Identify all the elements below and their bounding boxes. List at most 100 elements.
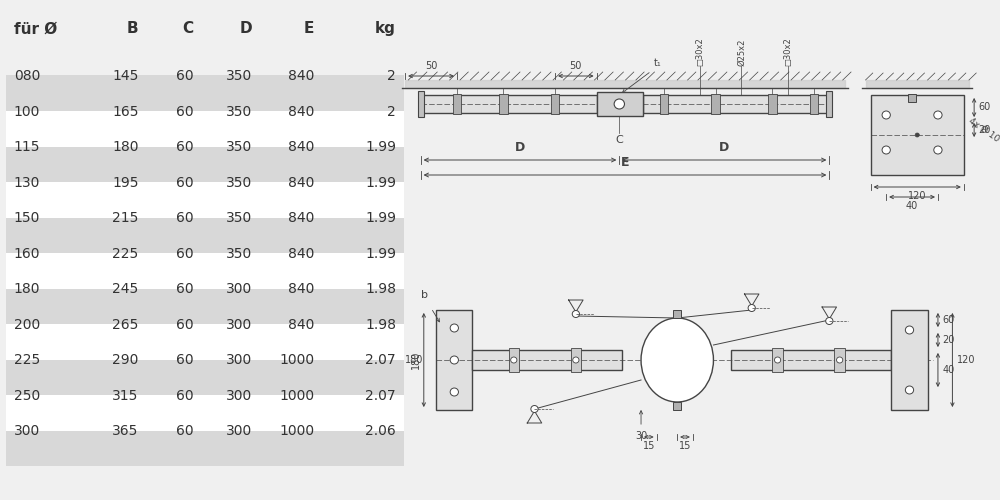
Text: 840: 840 — [288, 247, 314, 261]
Text: 40: 40 — [906, 201, 918, 211]
Text: 840: 840 — [288, 212, 314, 226]
Text: 165: 165 — [112, 105, 139, 119]
Text: 120: 120 — [908, 191, 926, 201]
Text: 350: 350 — [226, 176, 252, 190]
Circle shape — [915, 133, 919, 137]
Bar — [834, 348, 845, 372]
Bar — [418, 91, 424, 117]
Text: 300: 300 — [226, 354, 252, 368]
Text: 15: 15 — [643, 441, 655, 451]
Text: D: D — [239, 22, 252, 36]
Text: 215: 215 — [112, 212, 139, 226]
Text: 1.99: 1.99 — [365, 212, 396, 226]
Text: 60: 60 — [176, 247, 193, 261]
Text: 145: 145 — [112, 70, 139, 84]
Text: 60: 60 — [176, 318, 193, 332]
Circle shape — [934, 146, 942, 154]
Bar — [472, 350, 622, 370]
Text: 60: 60 — [176, 282, 193, 296]
Text: D: D — [515, 141, 525, 154]
Text: 840: 840 — [288, 105, 314, 119]
Text: 1.98: 1.98 — [365, 282, 396, 296]
Text: 60: 60 — [978, 102, 991, 113]
Text: 840: 840 — [288, 318, 314, 332]
Circle shape — [774, 357, 781, 363]
Circle shape — [572, 310, 579, 318]
Bar — [6, 218, 404, 253]
Bar — [871, 95, 964, 175]
Text: 840: 840 — [288, 140, 314, 154]
Bar — [660, 94, 668, 114]
Text: 60: 60 — [176, 105, 193, 119]
Bar — [826, 91, 832, 117]
Text: 840: 840 — [288, 70, 314, 84]
Text: 60: 60 — [176, 354, 193, 368]
Text: 2: 2 — [387, 105, 396, 119]
Text: 1.98: 1.98 — [365, 318, 396, 332]
Circle shape — [826, 318, 833, 324]
Text: Ø25x2: Ø25x2 — [737, 38, 746, 66]
Text: 350: 350 — [226, 247, 252, 261]
Text: 160: 160 — [14, 247, 40, 261]
Bar — [6, 430, 404, 466]
Text: ØB: ØB — [668, 354, 686, 366]
Text: 1000: 1000 — [279, 424, 314, 438]
Bar — [673, 402, 681, 410]
Text: 60: 60 — [176, 176, 193, 190]
Text: 180: 180 — [112, 140, 139, 154]
Circle shape — [450, 324, 458, 332]
Text: 115: 115 — [14, 140, 40, 154]
Text: 2.06: 2.06 — [365, 424, 396, 438]
Text: 080: 080 — [14, 70, 40, 84]
Text: 60: 60 — [176, 424, 193, 438]
Circle shape — [511, 357, 517, 363]
Text: 315: 315 — [112, 389, 139, 403]
Bar — [6, 146, 404, 182]
Text: 50: 50 — [425, 61, 437, 71]
Text: E: E — [304, 22, 314, 36]
Text: 30: 30 — [635, 431, 647, 441]
Ellipse shape — [641, 318, 713, 402]
Text: 2: 2 — [387, 70, 396, 84]
Text: 300: 300 — [226, 318, 252, 332]
Text: □30x2: □30x2 — [696, 38, 704, 66]
Bar — [499, 94, 508, 114]
Bar — [597, 92, 643, 116]
Bar — [772, 348, 783, 372]
Text: 350: 350 — [226, 105, 252, 119]
Text: 1.99: 1.99 — [365, 176, 396, 190]
Text: C: C — [615, 135, 623, 145]
Text: 40: 40 — [942, 365, 954, 375]
Circle shape — [837, 357, 843, 363]
Text: für Ø: für Ø — [14, 22, 57, 36]
Text: D: D — [719, 141, 729, 154]
Bar — [810, 94, 818, 114]
Circle shape — [450, 356, 458, 364]
Bar — [711, 94, 720, 114]
Text: 20: 20 — [942, 335, 954, 345]
Text: 350: 350 — [226, 70, 252, 84]
Text: 2.07: 2.07 — [365, 389, 396, 403]
Bar — [673, 310, 681, 318]
Circle shape — [450, 388, 458, 396]
Bar — [6, 76, 404, 111]
Bar — [453, 94, 461, 114]
Text: 245: 245 — [112, 282, 139, 296]
Text: 1000: 1000 — [279, 354, 314, 368]
Text: 840: 840 — [288, 282, 314, 296]
Text: B: B — [127, 22, 139, 36]
Text: C: C — [182, 22, 193, 36]
Circle shape — [882, 146, 890, 154]
Text: 1.99: 1.99 — [365, 140, 396, 154]
Bar — [421, 95, 597, 113]
Text: 50: 50 — [570, 61, 582, 71]
Text: 265: 265 — [112, 318, 139, 332]
Text: 150: 150 — [14, 212, 40, 226]
Bar — [6, 395, 404, 430]
Text: 225: 225 — [14, 354, 40, 368]
Text: 200: 200 — [14, 318, 40, 332]
Circle shape — [905, 326, 914, 334]
Circle shape — [573, 357, 579, 363]
Bar — [551, 94, 559, 114]
Text: 840: 840 — [288, 176, 314, 190]
